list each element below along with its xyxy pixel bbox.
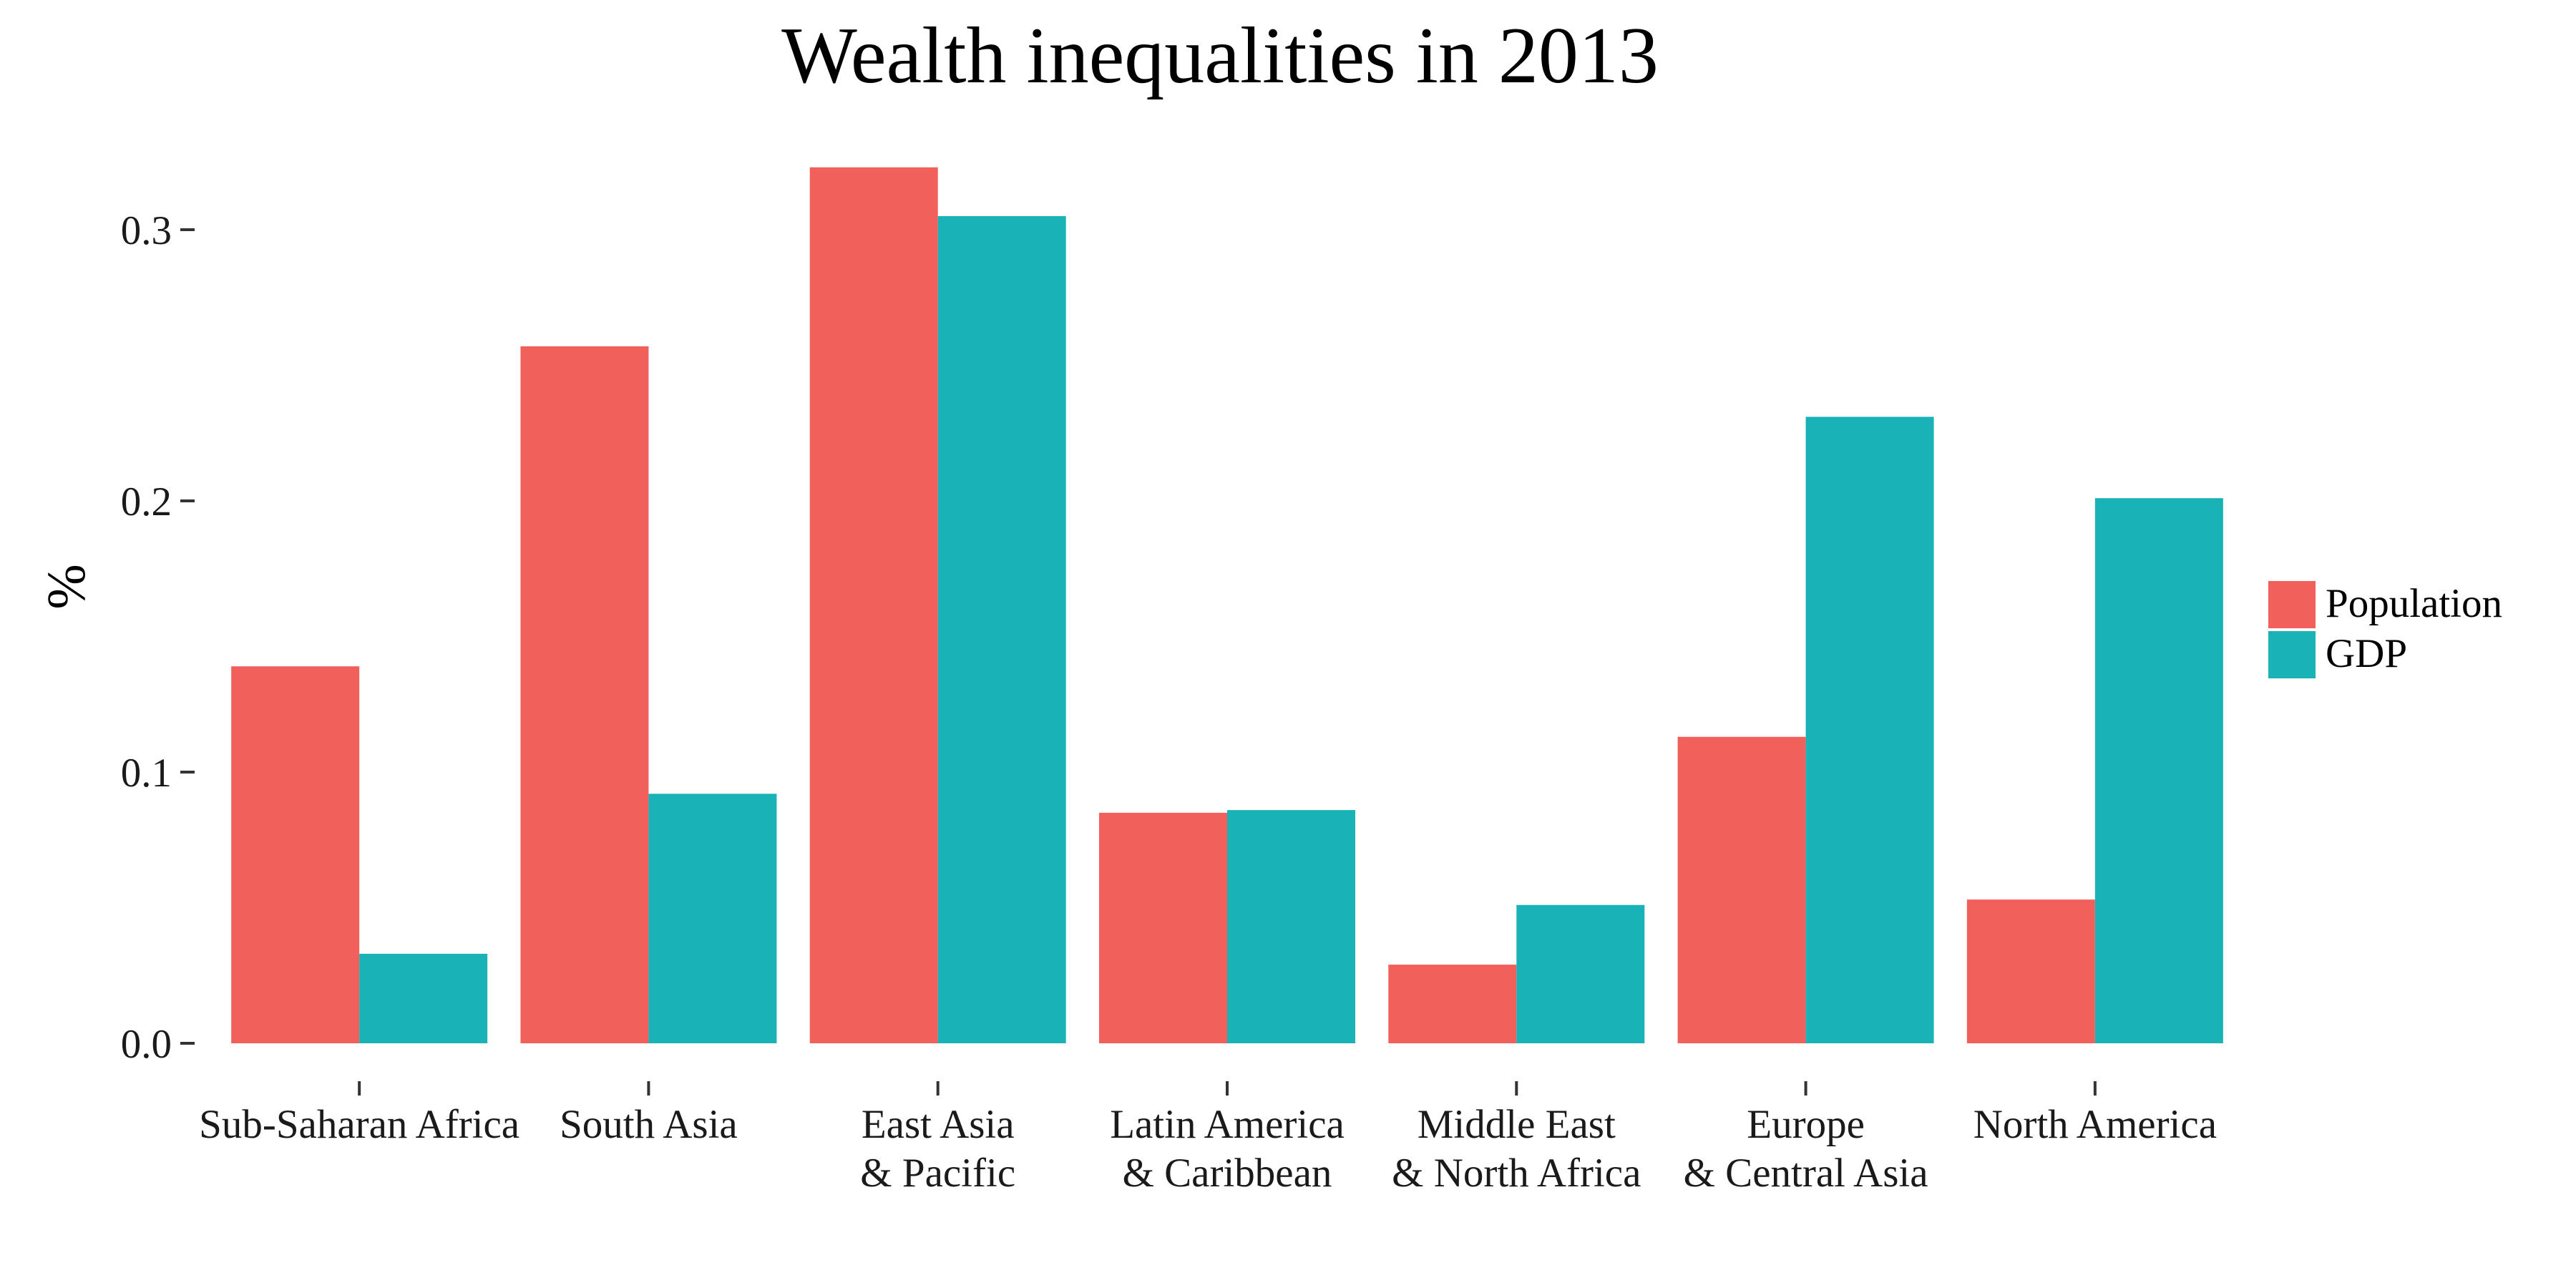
bar-population-0 bbox=[231, 666, 360, 1043]
bar-gdp-3 bbox=[1227, 810, 1355, 1043]
legend-swatch-gdp bbox=[2268, 631, 2316, 678]
bar-gdp-2 bbox=[937, 216, 1066, 1043]
bar-population-1 bbox=[520, 346, 649, 1044]
bar-population-2 bbox=[809, 167, 938, 1044]
bar-gdp-6 bbox=[2094, 498, 2223, 1043]
bar-gdp-0 bbox=[359, 953, 488, 1043]
bar-gdp-4 bbox=[1516, 904, 1645, 1043]
bar-population-3 bbox=[1099, 812, 1227, 1043]
y-tick-label: 0.1 bbox=[121, 751, 172, 796]
x-tick-label: Middle East & North Africa bbox=[1392, 1102, 1641, 1196]
bar-population-4 bbox=[1388, 965, 1517, 1043]
x-tick-label-line: & Pacific bbox=[860, 1151, 1015, 1196]
x-tick-label-line: & North Africa bbox=[1392, 1151, 1641, 1196]
x-tick-label: Latin America & Caribbean bbox=[1110, 1102, 1345, 1196]
legend: Population GDP bbox=[2268, 581, 2502, 678]
x-tick-label-line: & Central Asia bbox=[1684, 1151, 1928, 1196]
chart-title: Wealth inequalities in 2013 bbox=[781, 11, 1659, 100]
legend-label-gdp: GDP bbox=[2326, 631, 2407, 676]
bar-gdp-1 bbox=[648, 794, 777, 1043]
y-tick-label: 0.3 bbox=[121, 208, 172, 253]
y-axis: 0.0 0.1 0.2 0.3 bbox=[121, 208, 195, 1067]
bars bbox=[231, 167, 2223, 1044]
x-tick-label: Sub-Saharan Africa bbox=[199, 1102, 519, 1147]
x-tick-label-line: East Asia bbox=[862, 1102, 1015, 1147]
x-tick-label-line: Latin America bbox=[1110, 1102, 1345, 1147]
x-tick-label-line: Europe bbox=[1747, 1102, 1865, 1147]
x-tick-label: East Asia & Pacific bbox=[860, 1102, 1015, 1196]
y-tick-label: 0.2 bbox=[121, 479, 172, 525]
y-tick-label: 0.0 bbox=[121, 1022, 172, 1067]
x-tick-label: North America bbox=[1974, 1102, 2217, 1147]
x-tick-label: South Asia bbox=[560, 1102, 738, 1147]
x-tick-label-line: Sub-Saharan Africa bbox=[199, 1102, 519, 1147]
x-tick-label-line: Middle East bbox=[1418, 1102, 1616, 1147]
bar-gdp-5 bbox=[1805, 416, 1934, 1043]
bar-population-6 bbox=[1966, 899, 2095, 1043]
bar-population-5 bbox=[1677, 736, 1806, 1043]
legend-label-population: Population bbox=[2326, 581, 2502, 626]
y-axis-title: % bbox=[36, 564, 97, 609]
x-axis: Sub-Saharan Africa South Asia East Asia & P… bbox=[199, 1081, 2217, 1196]
x-tick-label-line: North America bbox=[1974, 1102, 2217, 1147]
x-tick-label-line: & Caribbean bbox=[1123, 1151, 1332, 1196]
x-tick-label-line: South Asia bbox=[560, 1102, 738, 1147]
legend-swatch-population bbox=[2268, 581, 2316, 628]
x-tick-label: Europe & Central Asia bbox=[1684, 1102, 1928, 1196]
